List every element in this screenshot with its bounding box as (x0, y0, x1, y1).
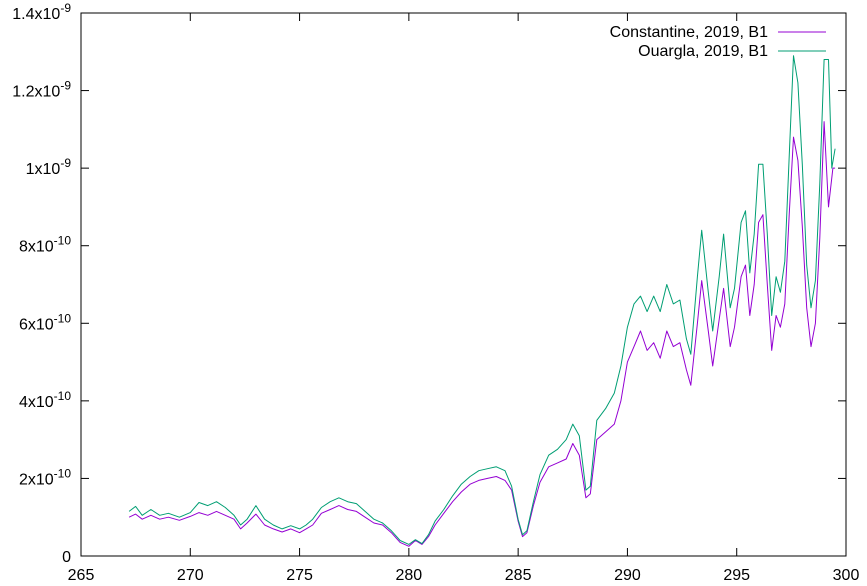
legend-label: Ouargla, 2019, B1 (638, 43, 768, 60)
x-tick-label: 295 (723, 567, 750, 584)
x-tick-label: 285 (505, 567, 532, 584)
y-tick-label: 0 (62, 549, 71, 566)
plot-border (80, 12, 847, 557)
y-tick-exponent: -10 (54, 311, 72, 325)
x-tick-label: 275 (286, 567, 313, 584)
y-tick-label: 1x10-9 (26, 156, 72, 178)
x-tick-label: 270 (177, 567, 204, 584)
x-tick-label: 280 (396, 567, 423, 584)
y-tick-exponent: -10 (54, 234, 72, 248)
y-tick-mantissa: 4x10 (19, 394, 54, 411)
y-tick-mantissa: 8x10 (19, 239, 54, 256)
y-tick-mantissa: 1x10 (26, 161, 61, 178)
y-tick-mantissa: 0 (62, 549, 71, 566)
series-lines (128, 55, 836, 547)
y-tick-label: 2x10-10 (19, 466, 71, 488)
y-tick-label: 1.2x10-9 (12, 79, 71, 101)
y-tick-exponent: -9 (60, 79, 71, 93)
x-tick-label: 290 (614, 567, 641, 584)
legend: Constantine, 2019, B1 Ouargla, 2019, B1 (610, 24, 826, 60)
y-tick-exponent: -10 (54, 466, 72, 480)
y-tick-label: 6x10-10 (19, 311, 71, 333)
y-tick-mantissa: 1.4x10 (12, 6, 60, 23)
y-axis: 02x10-104x10-106x10-108x10-101x10-91.2x1… (12, 1, 846, 566)
plot-frame (80, 12, 847, 557)
y-tick-mantissa: 1.2x10 (12, 84, 60, 101)
y-tick-label: 1.4x10-9 (12, 1, 71, 23)
series-line-constantine (128, 121, 836, 547)
x-tick-label: 265 (68, 567, 95, 584)
y-tick-exponent: -9 (60, 1, 71, 15)
y-tick-exponent: -10 (54, 389, 72, 403)
legend-label: Constantine, 2019, B1 (610, 24, 768, 41)
y-tick-mantissa: 2x10 (19, 471, 54, 488)
y-tick-mantissa: 6x10 (19, 316, 54, 333)
y-tick-exponent: -9 (60, 156, 71, 170)
y-tick-label: 8x10-10 (19, 234, 71, 256)
x-tick-label: 300 (833, 567, 860, 584)
x-axis: 265 270 275 280 285 290 295 300 (68, 13, 860, 584)
series-line-ouargla (128, 55, 836, 545)
y-tick-label: 4x10-10 (19, 389, 71, 411)
